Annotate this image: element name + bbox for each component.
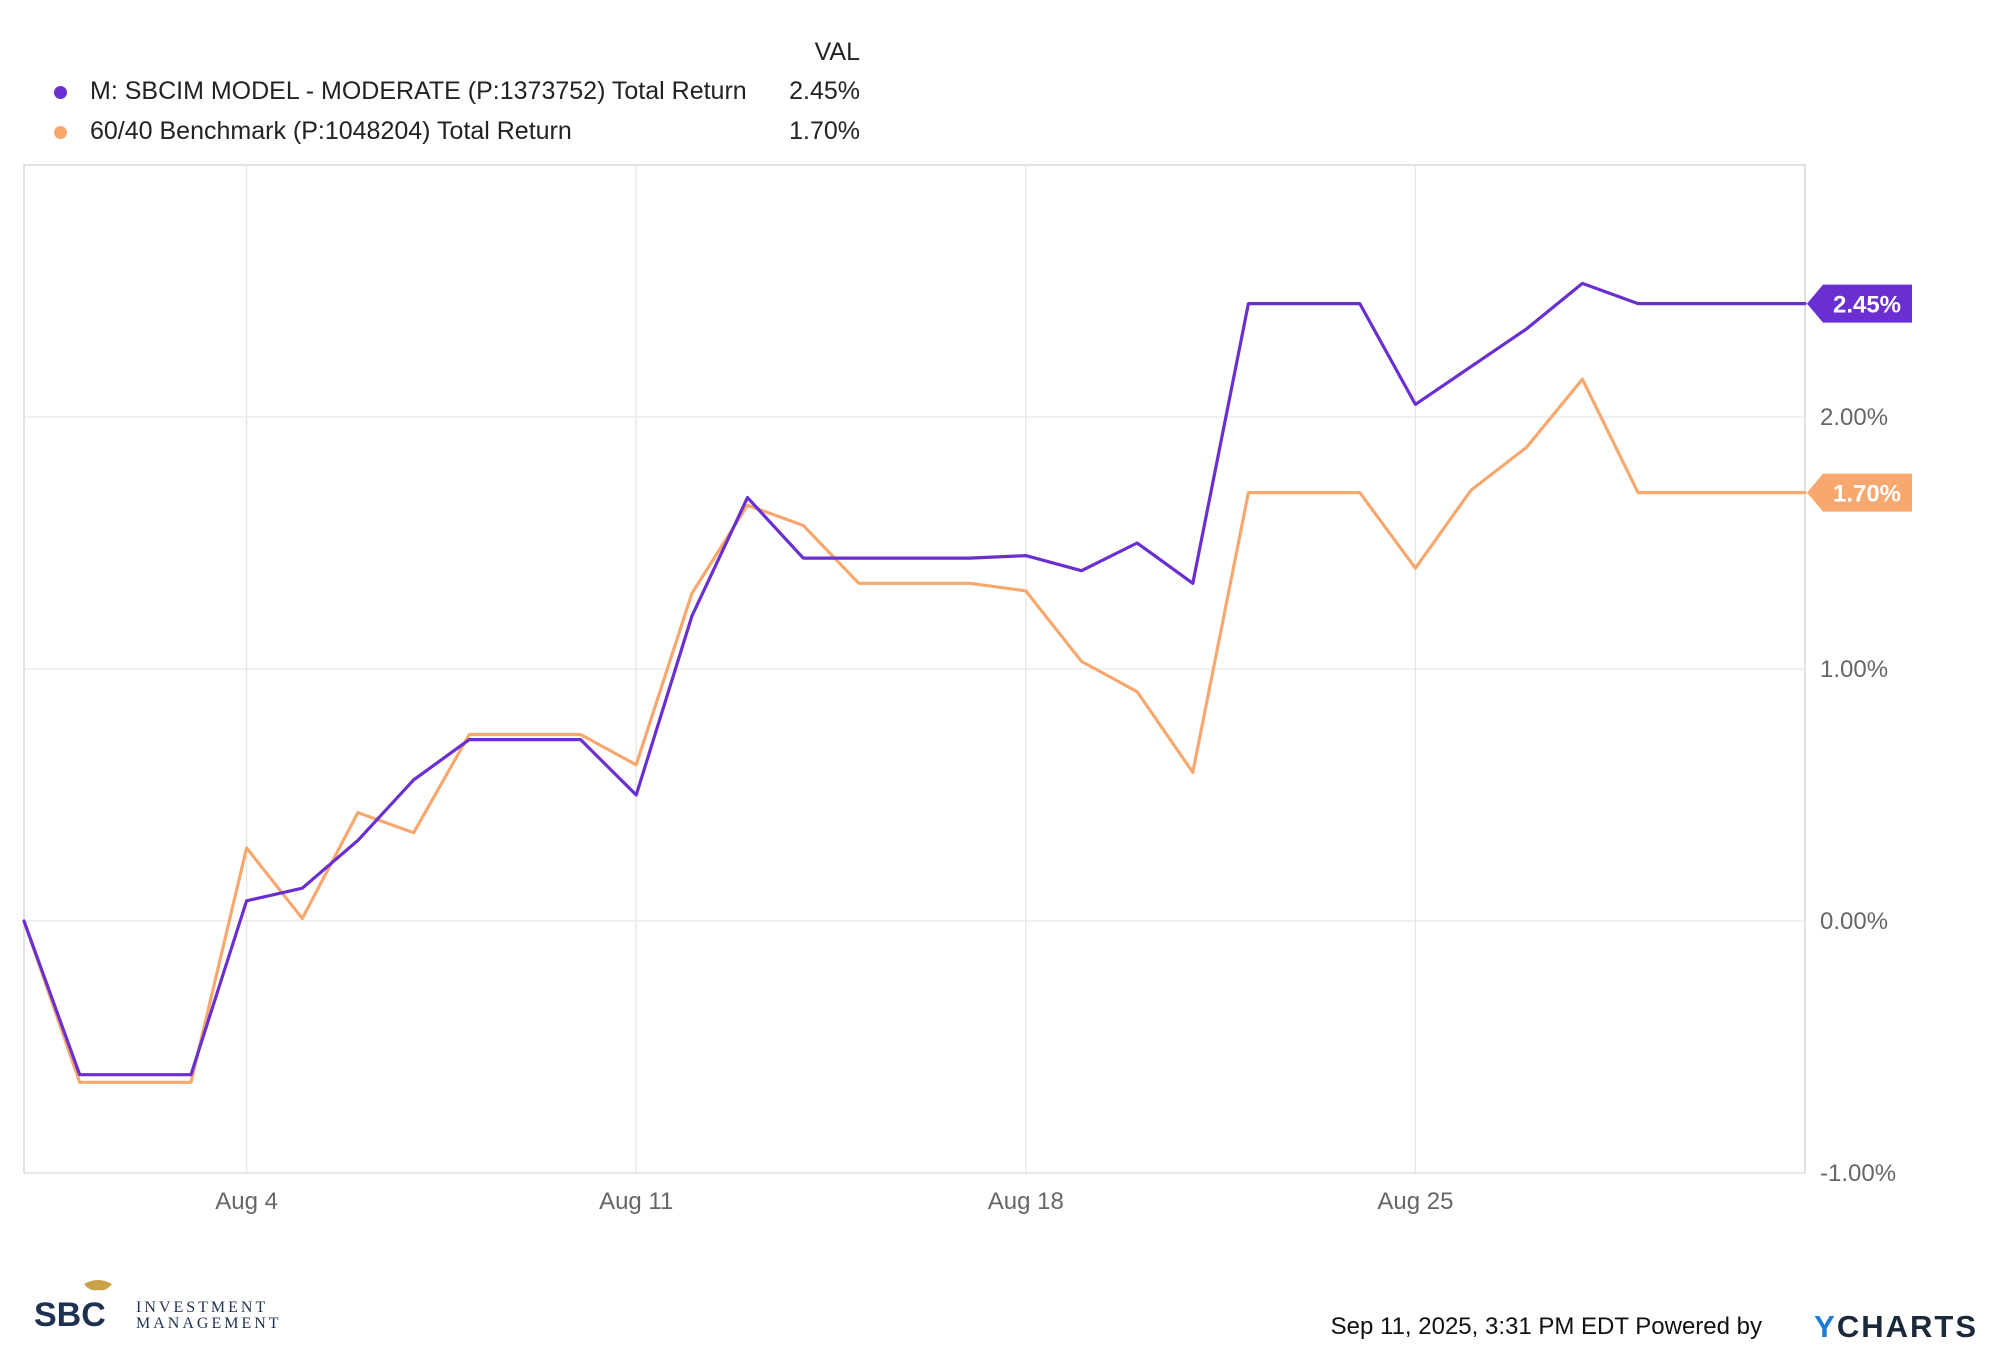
legend-label: M: SBCIM MODEL - MODERATE (P:1373752) To… <box>90 77 747 105</box>
legend-value: 1.70% <box>789 117 860 145</box>
legend-header: VAL <box>40 34 860 72</box>
chart-series <box>22 281 1807 1084</box>
end-label-tag <box>1807 473 1912 512</box>
legend-dot-benchmark <box>54 126 67 139</box>
logo-line2: MANAGEMENT <box>136 1315 282 1332</box>
logo-brand: SBC <box>34 1296 106 1334</box>
legend-header-label: VAL <box>814 38 860 66</box>
x-tick-label: Aug 18 <box>988 1188 1064 1215</box>
y-tick-label: 1.00% <box>1820 656 1888 683</box>
logo-line1: INVESTMENT <box>136 1299 268 1316</box>
timestamp-text: Sep 11, 2025, 3:31 PM EDT Powered by <box>1330 1313 1762 1340</box>
y-tick-label: 2.00% <box>1820 404 1888 431</box>
end-value-label: 1.70% <box>1833 481 1901 508</box>
series-line <box>22 281 1807 1077</box>
legend-item-benchmark[interactable]: 60/40 Benchmark (P:1048204) Total Return… <box>40 112 860 152</box>
ycharts-logo-y: Y <box>1814 1309 1837 1344</box>
chart-legend: VAL M: SBCIM MODEL - MODERATE (P:1373752… <box>40 34 860 152</box>
chart-end-labels: 2.45% 1.70% <box>1807 284 1912 512</box>
legend-value: 2.45% <box>789 77 860 105</box>
end-label-tag <box>1807 284 1912 323</box>
end-value-label: 2.45% <box>1833 292 1901 319</box>
ycharts-logo[interactable]: YCHARTS <box>1814 1309 1978 1345</box>
y-tick-label: -1.00% <box>1820 1160 1896 1187</box>
sbc-logo: SBC INVESTMENT MANAGEMENT <box>34 1280 282 1334</box>
legend-label: 60/40 Benchmark (P:1048204) Total Return <box>90 117 572 145</box>
x-tick-label: Aug 4 <box>215 1188 278 1215</box>
legend-dot-model <box>54 86 67 99</box>
series-line <box>22 377 1807 1084</box>
x-tick-label: Aug 11 <box>599 1188 673 1215</box>
chart-grid <box>23 164 1806 1174</box>
ycharts-logo-rest: CHARTS <box>1836 1309 1978 1344</box>
legend-item-model[interactable]: M: SBCIM MODEL - MODERATE (P:1373752) To… <box>40 72 860 112</box>
y-tick-label: 0.00% <box>1820 908 1888 935</box>
x-tick-label: Aug 25 <box>1377 1188 1453 1215</box>
chart-axes: 2.00% 1.00% 0.00% -1.00% Aug 4 Aug 11 Aug 18 Au… <box>215 404 1896 1215</box>
